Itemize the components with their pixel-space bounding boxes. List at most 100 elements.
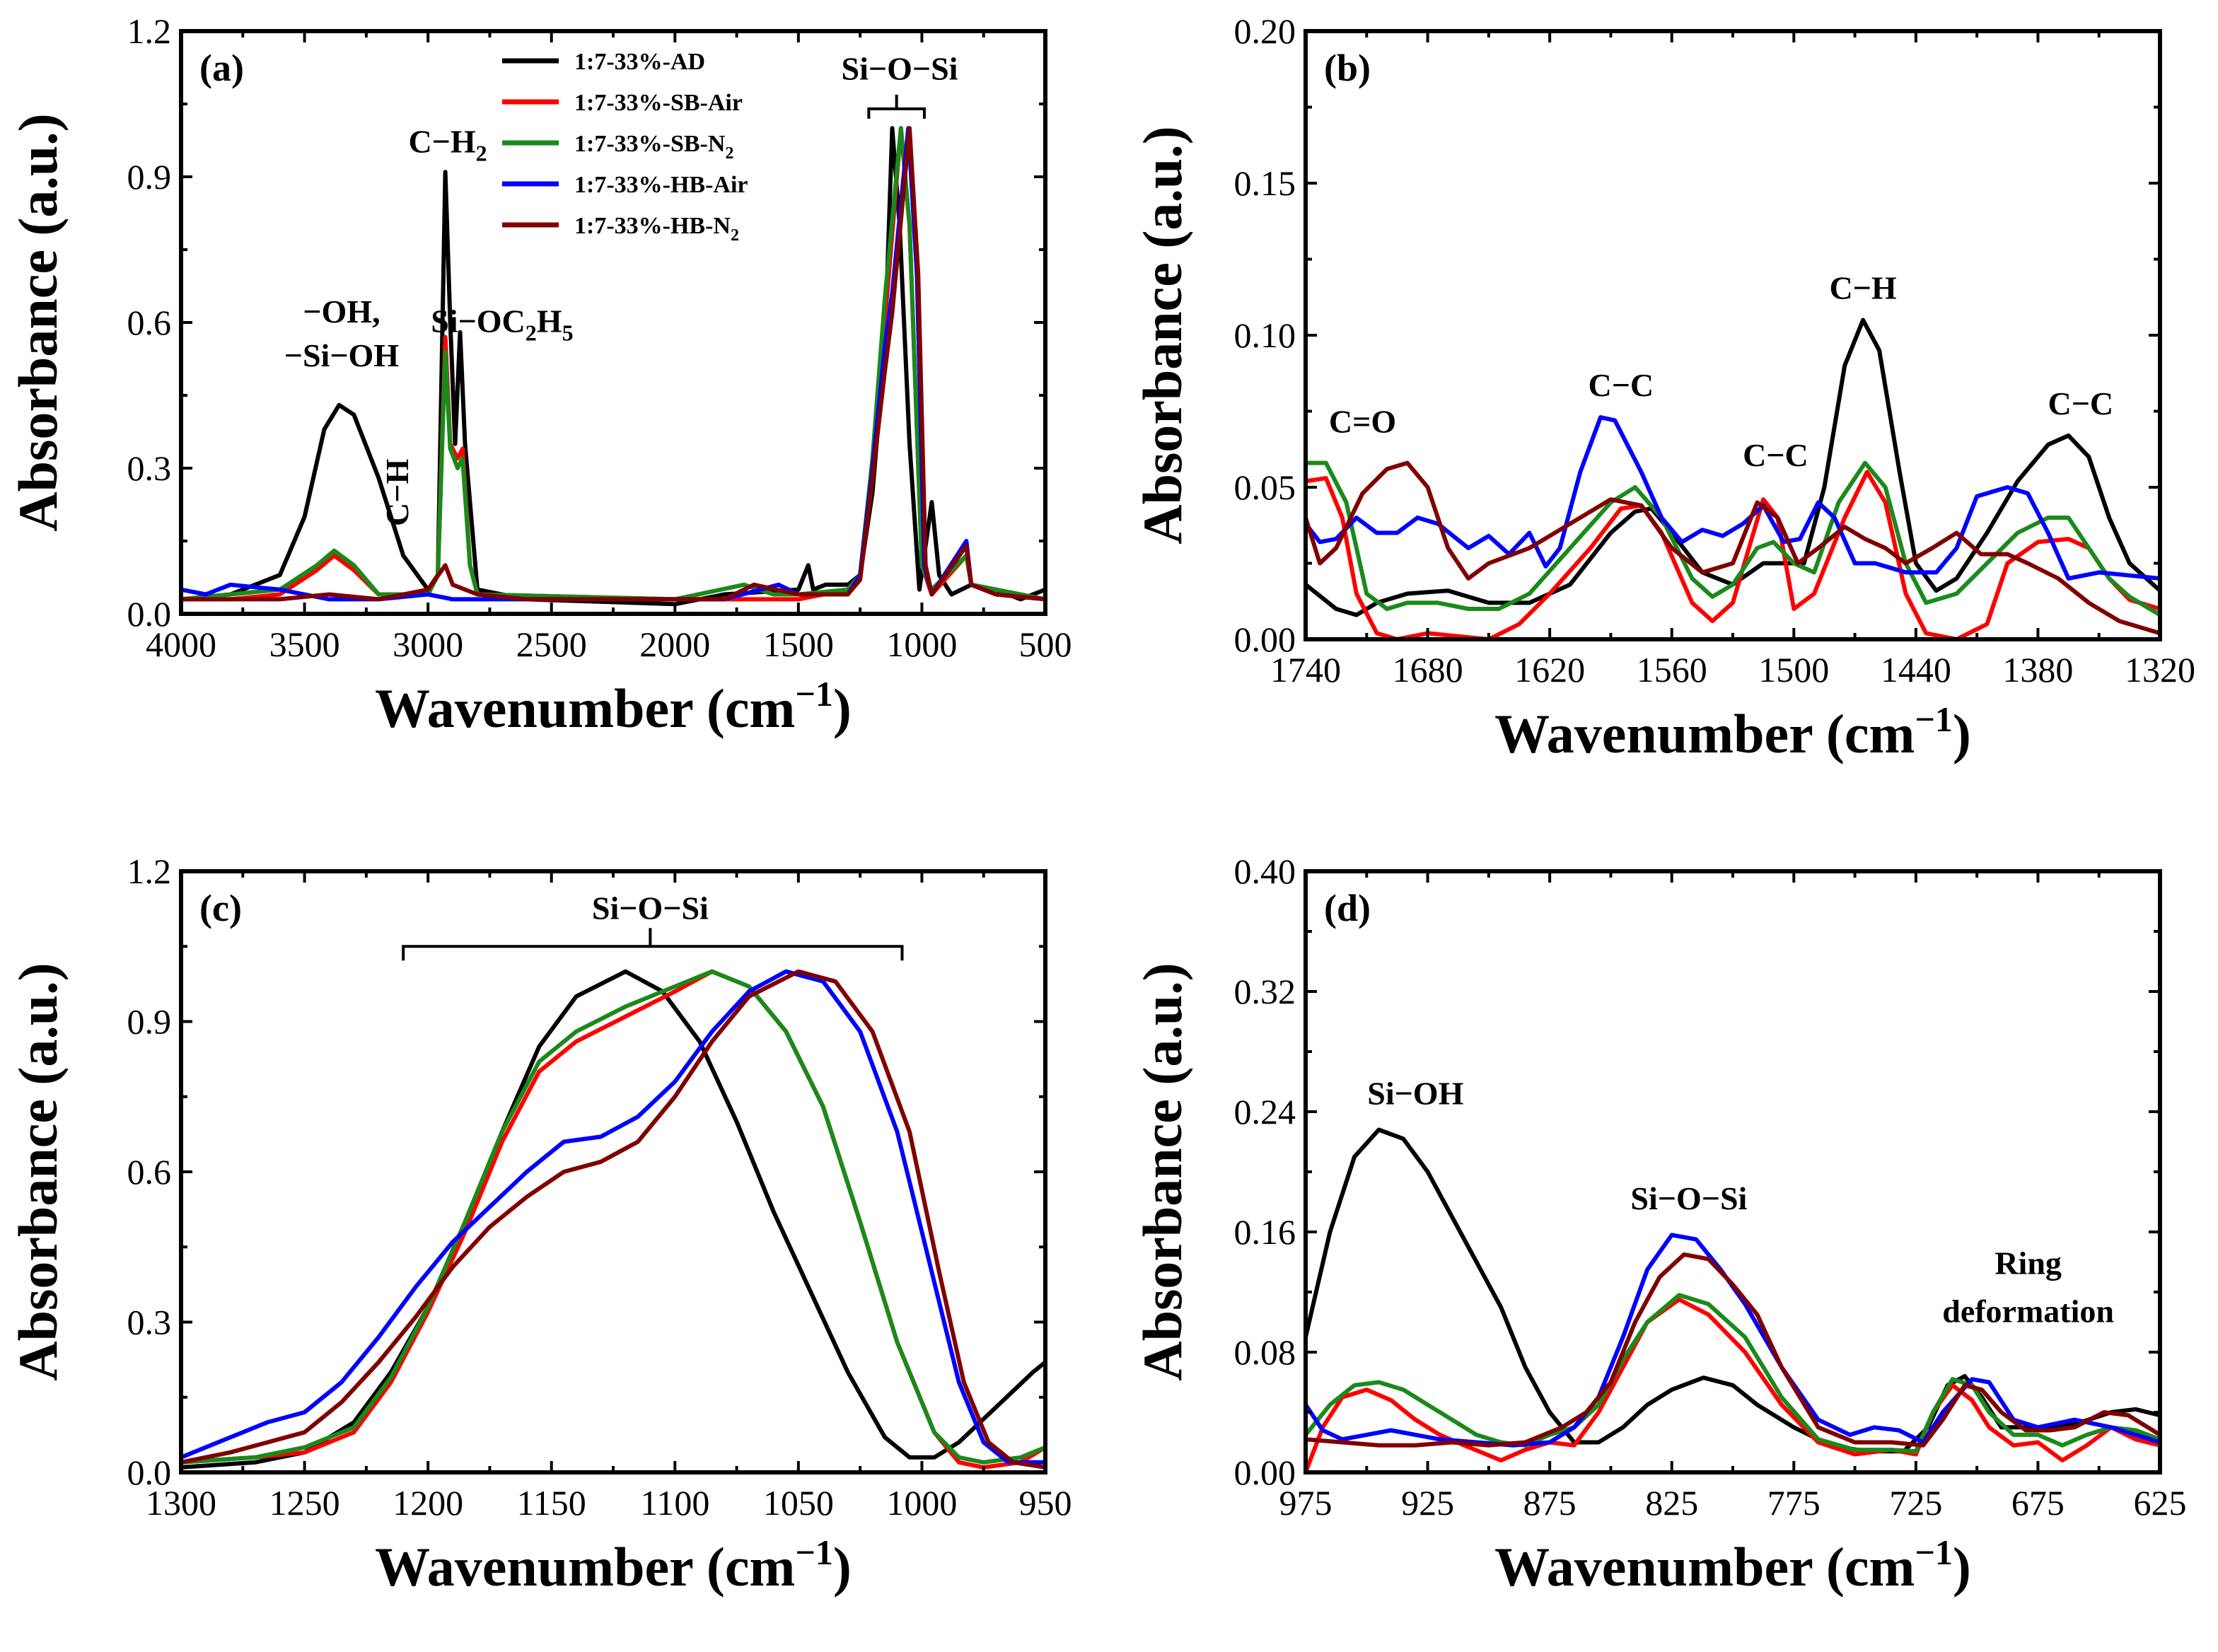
y-tick-label: 0.05 bbox=[1234, 467, 1296, 507]
annotation-label: C−H bbox=[379, 459, 415, 526]
x-tick-label: 1100 bbox=[640, 1483, 709, 1523]
annotation-text: Si−O−Si bbox=[842, 51, 958, 87]
y-tick-label: 0.24 bbox=[1234, 1092, 1296, 1132]
annotation-label: C−C bbox=[1588, 367, 1654, 403]
x-axis-title-text: Wavenumber (cm bbox=[375, 677, 795, 739]
annotation-text: Si−O−Si bbox=[1630, 1180, 1747, 1216]
y-tick-label: 0.40 bbox=[1234, 851, 1296, 891]
annotation-label: C−H bbox=[1829, 269, 1896, 306]
x-axis-title: Wavenumber (cm−1) bbox=[1494, 699, 1971, 764]
annotation-text: Ring bbox=[1995, 1245, 2062, 1281]
annotation-sub: 2 bbox=[476, 141, 487, 166]
x-tick-label: 925 bbox=[1401, 1483, 1454, 1523]
panel-c: 1300 1250 1200 1150 1100 1050 1000 950 0.0 0.3 0.6… bbox=[7, 851, 1072, 1598]
legend-label-text: 1:7-33%-HB-Air bbox=[574, 172, 748, 198]
y-axis-title: Absorbance (a.u.) bbox=[7, 962, 69, 1381]
legend-label-sub: 2 bbox=[725, 144, 733, 163]
annotation-text: Si−OC bbox=[431, 303, 526, 339]
series-line-AD bbox=[181, 969, 1045, 1470]
legend-label-text: 1:7-33%-AD bbox=[574, 49, 705, 75]
annotation-sub2: 5 bbox=[562, 320, 574, 346]
x-axis-title: Wavenumber (cm−1) bbox=[1494, 1532, 1971, 1598]
y-axis-title: Absorbance (a.u.) bbox=[1132, 962, 1193, 1381]
x-tick-label: 1000 bbox=[886, 624, 957, 664]
y-tick-label: 0.9 bbox=[127, 157, 172, 197]
legend-label-text: 1:7-33%-HB-N bbox=[574, 213, 731, 239]
x-tick-label: 4000 bbox=[146, 624, 216, 664]
y-tick-label: 1.2 bbox=[127, 11, 172, 51]
x-tick-label: 1500 bbox=[1758, 650, 1829, 690]
series-group bbox=[181, 126, 1045, 607]
y-tick-label: 0.15 bbox=[1234, 163, 1296, 203]
annotation-label: deformation bbox=[1942, 1293, 2114, 1330]
x-axis-title-end: ) bbox=[1953, 703, 1971, 764]
x-axis-title-text: Wavenumber (cm bbox=[375, 1536, 795, 1598]
x-tick-label: 2500 bbox=[516, 624, 587, 664]
y-tick-label: 0.16 bbox=[1234, 1212, 1296, 1252]
x-tick-label: 1560 bbox=[1637, 650, 1707, 690]
series-line-SB-N2 bbox=[181, 969, 1045, 1465]
annotation-text: C−C bbox=[1588, 367, 1654, 403]
legend-label: 1:7-33%-HB-N2 bbox=[574, 213, 739, 245]
x-tick-label: 2000 bbox=[639, 624, 710, 664]
series-group bbox=[181, 969, 1045, 1470]
annotation-sub: 2 bbox=[526, 320, 537, 346]
legend: 1:7-33%-AD1:7-33%-SB-Air1:7-33%-SB-N21:7… bbox=[502, 49, 748, 245]
series-line-AD bbox=[1306, 318, 2160, 617]
y-tick-label: 0.00 bbox=[1234, 1453, 1296, 1492]
y-tick-label: 0.9 bbox=[127, 1002, 172, 1042]
x-axis-title-sup: −1 bbox=[1915, 699, 1953, 739]
x-axis-title-end: ) bbox=[1953, 1536, 1971, 1598]
series-group bbox=[1306, 318, 2160, 639]
x-tick-label: 975 bbox=[1279, 1483, 1332, 1523]
x-tick-label: 1740 bbox=[1270, 650, 1341, 690]
y-axis-title: Absorbance (a.u.) bbox=[7, 113, 69, 532]
x-axis-title-end: ) bbox=[833, 1536, 852, 1598]
annotation-text: C−H bbox=[1829, 269, 1896, 306]
annotation-label: C−C bbox=[1743, 437, 1808, 473]
x-tick-label: 825 bbox=[1645, 1483, 1698, 1523]
x-axis-title-sup: −1 bbox=[795, 1532, 833, 1572]
panel-label: (b) bbox=[1324, 47, 1371, 89]
x-tick-label: 1320 bbox=[2125, 650, 2195, 690]
x-axis-title-sup: −1 bbox=[795, 674, 833, 714]
y-tick-label: 1.2 bbox=[127, 851, 172, 891]
panel-label: (a) bbox=[199, 47, 244, 89]
y-tick-label: 0.0 bbox=[127, 594, 172, 634]
panel-label: (c) bbox=[199, 887, 242, 929]
x-axis-title: Wavenumber (cm−1) bbox=[375, 1532, 852, 1598]
series-line-HB-N2 bbox=[181, 969, 1045, 1470]
x-tick-label: 1200 bbox=[393, 1483, 463, 1523]
annotation-label: Si−OH bbox=[1367, 1075, 1463, 1111]
series-line-SB-Air bbox=[1306, 470, 2160, 639]
x-tick-label: 1500 bbox=[763, 624, 834, 664]
si-o-si-bracket bbox=[402, 928, 904, 961]
annotation-text: C−H bbox=[379, 459, 415, 526]
annotation-label: Si−O−Si bbox=[842, 51, 958, 87]
annotation-text: −Si−OH bbox=[284, 337, 400, 373]
annotation-text: deformation bbox=[1942, 1293, 2114, 1330]
annotation-label: C−H2 bbox=[408, 124, 487, 166]
x-tick-label: 500 bbox=[1019, 624, 1072, 664]
si-o-si-bracket bbox=[867, 94, 926, 119]
annotation-text: Si−OH bbox=[1367, 1075, 1463, 1111]
series-line-HB-Air bbox=[1306, 415, 2160, 581]
annotation-text: C−C bbox=[1743, 437, 1808, 473]
series-line-AD bbox=[181, 126, 1045, 607]
y-tick-label: 0.08 bbox=[1234, 1332, 1296, 1372]
x-tick-label: 1050 bbox=[763, 1483, 834, 1523]
y-tick-label: 0.32 bbox=[1234, 972, 1296, 1011]
plot-frame bbox=[1303, 869, 2162, 1474]
x-tick-label: 1250 bbox=[269, 1483, 340, 1523]
y-tick-label: 0.20 bbox=[1234, 11, 1296, 51]
series-line-SB-N2 bbox=[1306, 460, 2160, 617]
annotation-label: C=O bbox=[1329, 404, 1396, 440]
series-line-HB-N2 bbox=[181, 126, 1045, 602]
annotation-label: C−C bbox=[2048, 385, 2114, 421]
y-tick-label: 0.0 bbox=[127, 1453, 172, 1492]
x-axis-title-sup: −1 bbox=[1915, 1532, 1953, 1572]
series-line-HB-Air bbox=[181, 969, 1045, 1465]
x-tick-label: 3500 bbox=[269, 624, 340, 664]
y-tick-label: 0.00 bbox=[1234, 620, 1296, 659]
